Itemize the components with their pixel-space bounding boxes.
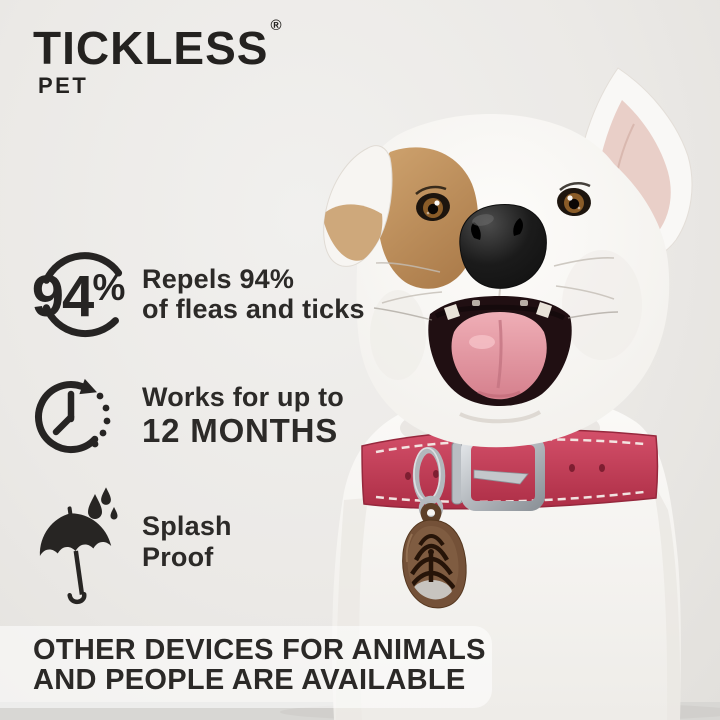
feature-duration-line1: Works for up to (142, 382, 344, 413)
dog-tooth (536, 302, 552, 318)
collar-d-ring (412, 446, 446, 506)
umbrella-splash-icon (39, 487, 118, 605)
feature-repels-text: Repels 94% of fleas and ticks (142, 264, 365, 324)
pendant-engraving (408, 534, 456, 600)
dog-nose (459, 203, 547, 301)
collar (361, 428, 659, 511)
pendant-highlight (405, 533, 413, 563)
collar-hole (569, 464, 575, 472)
footer-line2: AND PEOPLE ARE AVAILABLE (33, 664, 466, 697)
tickless-pendant-device (402, 495, 467, 609)
collar-hole (405, 472, 411, 480)
footer-line1: OTHER DEVICES FOR ANIMALS (33, 634, 486, 666)
umbrella-pole (73, 550, 85, 595)
feature-repels: 94 % Repels 94% of fleas and ticks (30, 244, 365, 344)
feature-duration: Works for up to 12 MONTHS (30, 366, 344, 466)
brand-name-text: TICKLESS (33, 22, 269, 74)
feature-duration-line2: 12 MONTHS (142, 411, 339, 449)
dog-ear-left-patch (323, 204, 383, 261)
pendant-loop-tab (420, 503, 442, 525)
collar-keeper (451, 441, 463, 505)
collar-buckle-prong (473, 469, 529, 485)
clock-hour-hand (52, 413, 75, 436)
feature-repels-line2: of fleas and ticks (142, 294, 365, 324)
dog-eye-left (415, 185, 450, 222)
collar-hole (599, 464, 605, 472)
dog-whiskers (375, 257, 615, 304)
stat-94: 94 (32, 264, 94, 329)
dog-tooth (444, 304, 460, 320)
dog-mouth (428, 296, 572, 424)
94-percent-badge: 94 % (30, 244, 134, 344)
feature-splash-text: Splash Proof (142, 511, 232, 571)
footer-scrim (0, 626, 492, 708)
feature-splash-line2: Proof (142, 541, 214, 572)
dog-whiskers-lower (373, 307, 619, 321)
registered-trademark: ® (270, 16, 282, 34)
dog-tongue (451, 312, 547, 400)
rain-droplets (88, 487, 118, 520)
brand-name: TICKLESS ® (33, 17, 282, 74)
stat-percent-sign: % (93, 267, 126, 308)
feature-repels-line1: Repels 94% (142, 263, 295, 294)
feature-splash-line1: Splash (142, 511, 232, 542)
clock-arrow-head (79, 378, 97, 395)
pendant-window (412, 580, 452, 600)
brand-logo: TICKLESS ® PET (33, 17, 282, 99)
umbrella-badge (30, 487, 134, 605)
clock-badge (30, 366, 134, 466)
footer-headline: OTHER DEVICES FOR ANIMALS AND PEOPLE ARE… (33, 635, 486, 695)
cheek-shading-right (562, 250, 642, 360)
brand-product-line: PET (38, 73, 89, 99)
feature-duration-text: Works for up to 12 MONTHS (142, 382, 344, 449)
cheek-shading-left (370, 290, 426, 380)
94-percent-circle-icon: 94 % (32, 252, 126, 337)
umbrella-handle-hook (67, 592, 87, 605)
dog-head (323, 67, 693, 448)
clock-12-months-icon (35, 378, 111, 454)
dog-eye-right (557, 181, 591, 217)
feature-splash-proof: Splash Proof (30, 487, 232, 605)
collar-hole (433, 470, 439, 478)
umbrella-canopy (39, 513, 112, 557)
